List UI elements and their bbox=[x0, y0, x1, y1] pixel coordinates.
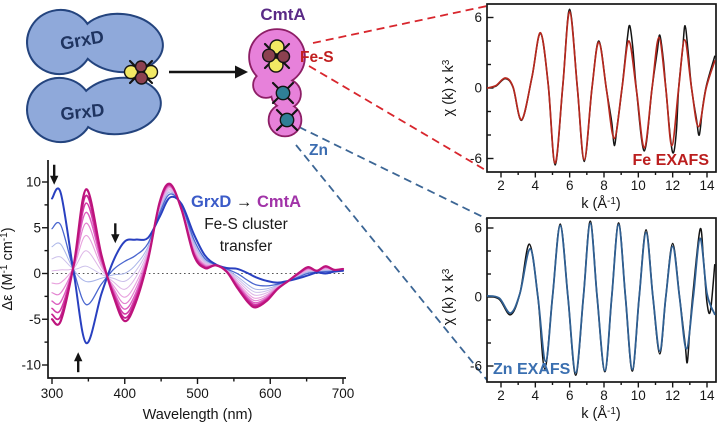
connector-lines bbox=[295, 5, 488, 381]
down-arrowhead-icon bbox=[111, 234, 120, 244]
cd-xtick: 600 bbox=[259, 386, 282, 401]
zn-plot-frame bbox=[486, 217, 717, 383]
up-arrowhead-icon bbox=[73, 352, 83, 362]
cd-curve bbox=[50, 182, 345, 326]
grxd-top-blob bbox=[26, 8, 164, 76]
fe-xtick: 8 bbox=[600, 178, 608, 193]
cd-annotation-line3: transfer bbox=[220, 238, 273, 255]
cd-xtick: 700 bbox=[332, 386, 355, 401]
red-dashed-connector-bottom bbox=[308, 65, 488, 172]
fes-site-label: Fe-S bbox=[300, 49, 334, 66]
zn-xtick: 2 bbox=[497, 388, 505, 403]
cd-ytick: 0 bbox=[33, 266, 41, 281]
zn-site-label: Zn bbox=[309, 142, 328, 159]
zn-ytick: -6 bbox=[470, 359, 482, 374]
cd-annotation-line2: Fe-S cluster bbox=[204, 216, 288, 233]
fe-xtick: 2 bbox=[497, 178, 505, 193]
zn-exafs-label: Zn EXAFS bbox=[493, 361, 571, 378]
cd-xaxis-label: Wavelength (nm) bbox=[143, 407, 253, 423]
zn-site-icon-lower bbox=[275, 108, 299, 132]
cd-annotation-title: GrxD → CmtA bbox=[191, 193, 301, 211]
cd-xtick: 300 bbox=[41, 386, 64, 401]
fe-xtick: 10 bbox=[631, 178, 646, 193]
zn-ytick: 6 bbox=[474, 221, 482, 236]
fe-experiment-curve bbox=[487, 8, 716, 166]
zn-xtick: 8 bbox=[600, 388, 608, 403]
grxd-bottom-blob bbox=[26, 76, 162, 144]
red-dashed-connector-top bbox=[312, 5, 488, 44]
fe-xtick: 12 bbox=[665, 178, 680, 193]
fe-ytick: 6 bbox=[474, 10, 482, 25]
cd-yaxis-label: Δε (M-1 cm-1) bbox=[0, 227, 16, 310]
cmta-diagram: CmtA Fe-S Zn bbox=[248, 5, 334, 159]
cd-curve bbox=[51, 187, 344, 345]
fe-s-cluster-icon bbox=[261, 39, 291, 73]
fe-yaxis-label: χ (k) x k3 bbox=[441, 59, 457, 116]
cd-ytick: 5 bbox=[33, 220, 41, 235]
zn-curves bbox=[487, 220, 716, 376]
fe-xtick: 6 bbox=[566, 178, 574, 193]
fe-curves bbox=[487, 8, 716, 166]
cd-xtick: 500 bbox=[186, 386, 209, 401]
zn-xtick: 10 bbox=[631, 388, 646, 403]
fe-exafs-label: Fe EXAFS bbox=[633, 152, 710, 169]
cd-xtick: 400 bbox=[113, 386, 136, 401]
zn-yaxis-label: χ (k) x k3 bbox=[441, 268, 457, 325]
zn-xtick: 4 bbox=[532, 388, 540, 403]
fe-xtick: 4 bbox=[532, 178, 540, 193]
cd-axes bbox=[47, 160, 346, 379]
fes-cluster-icon bbox=[123, 59, 159, 85]
fe-xtick: 14 bbox=[699, 178, 715, 193]
cd-change-arrows bbox=[49, 164, 120, 373]
cmta-title: CmtA bbox=[260, 5, 305, 24]
zn-site-icon-upper bbox=[271, 81, 295, 105]
blue-dashed-connector-top bbox=[298, 126, 488, 220]
blue-dashed-connector-bottom bbox=[295, 144, 488, 381]
fe-fit-curve bbox=[487, 10, 716, 165]
cd-tick-marks bbox=[42, 181, 344, 384]
cd-curves bbox=[50, 182, 345, 345]
fe-exafs-plot: 6 0 -6 2 4 6 8 10 12 14 k (Å-1) χ (k) x … bbox=[441, 3, 717, 212]
down-arrowhead-icon bbox=[49, 175, 59, 185]
fe-xaxis-label: k (Å-1) bbox=[581, 195, 621, 212]
zn-exafs-plot: 6 0 -6 2 4 6 8 10 12 14 k (Å-1) χ (k) x … bbox=[441, 217, 717, 422]
fe-ytick: -6 bbox=[470, 151, 482, 166]
zn-xtick: 14 bbox=[699, 388, 715, 403]
zn-xtick: 12 bbox=[665, 388, 680, 403]
cd-spectra-plot: 10 5 0 -5 -10 300 400 500 600 700 Wavele… bbox=[0, 160, 354, 423]
cd-ytick: -5 bbox=[29, 312, 41, 327]
grxd-label-bottom: GrxD bbox=[59, 100, 105, 124]
zn-ytick: 0 bbox=[474, 290, 482, 305]
fe-ytick: 0 bbox=[474, 81, 482, 96]
zn-xaxis-label: k (Å-1) bbox=[581, 405, 621, 422]
cd-ytick: -10 bbox=[21, 358, 41, 373]
fe-plot-frame bbox=[486, 3, 717, 173]
grxd-dimer-diagram: GrxD GrxD bbox=[26, 8, 248, 144]
transfer-arrow-icon bbox=[169, 65, 248, 79]
zn-xtick: 6 bbox=[566, 388, 574, 403]
cd-ytick: 10 bbox=[26, 175, 41, 190]
zn-fit-curve bbox=[487, 222, 716, 374]
